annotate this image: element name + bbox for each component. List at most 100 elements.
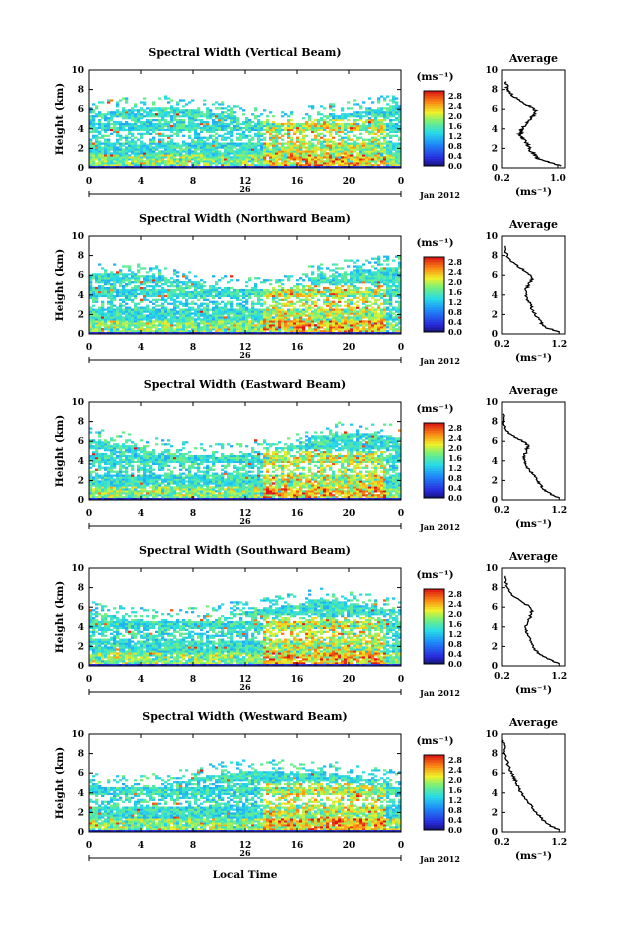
heatmap-cell [248,119,252,122]
heatmap-cell [203,281,207,284]
heatmap-cell [335,294,339,298]
heatmap-cell [368,160,372,163]
heatmap-cell [89,120,93,124]
heatmap-cell [362,138,366,141]
heatmap-cell [116,105,120,108]
heatmap-cell [107,99,111,102]
heatmap-cell [122,265,126,268]
heatmap-cell [104,279,108,282]
heatmap-cell [179,285,183,288]
heatmap-cell [338,119,342,122]
heatmap-cell [179,316,183,319]
heatmap-cell [146,146,150,149]
heatmap-cell [287,294,291,298]
heatmap-cell [266,310,270,313]
heatmap-cell [158,269,162,272]
heatmap-cell [350,300,354,303]
heatmap-cell [284,148,288,151]
heatmap-cell [242,296,246,300]
heatmap-cell [104,160,108,163]
heatmap-cell [272,328,276,331]
heatmap-cell [137,318,141,321]
heatmap-cell [161,107,165,110]
heatmap-cell [140,107,144,110]
heatmap-cell [251,162,255,165]
heatmap-cell [164,164,168,167]
heatmap-cell [218,314,222,317]
heatmap-cell [269,332,273,334]
heatmap-cell [311,271,315,274]
heatmap-cell [260,162,264,165]
heatmap-cell [233,166,237,168]
heatmap-cell [317,164,321,167]
heatmap-cell [314,126,318,130]
heatmap-cell [350,128,354,132]
heatmap-cell [233,120,237,124]
heatmap-cell [119,120,123,124]
heatmap-cell [386,142,390,145]
heatmap-cell [137,308,141,311]
heatmap-cell [113,288,117,292]
heatmap-cell [128,126,132,130]
heatmap-cell [272,294,276,298]
heatmap-cell [176,318,180,321]
heatmap-cell [122,166,126,168]
heatmap-cell [221,326,225,329]
heatmap-cell [275,166,279,168]
heatmap-cell [89,158,93,161]
heatmap-cell [146,285,150,288]
heatmap-cell [329,302,333,305]
heatmap-cell [302,330,306,333]
heatmap-cell [305,292,309,296]
heatmap-cell [374,136,378,139]
heatmap-cell [347,286,351,290]
heatmap-cell [155,142,159,145]
heatmap-cell [365,154,369,157]
heatmap-cell [110,273,114,276]
heatmap-cell [206,162,210,165]
heatmap-cell [104,117,108,120]
heatmap-cell [293,306,297,309]
heatmap-cell [326,294,330,298]
heatmap-cell [347,138,351,141]
heatmap-cell [398,105,402,108]
heatmap-cell [98,126,102,130]
heatmap-cell [215,115,219,118]
heatmap-cell [173,330,177,333]
heatmap-cell [314,320,318,323]
panel-title: Spectral Width (Vertical Beam) [148,46,341,59]
heatmap-cell [89,144,93,147]
heatmap-cell [122,107,126,110]
heatmap-cell [293,328,297,331]
heatmap-cell [392,158,396,161]
heatmap-cell [179,310,183,313]
heatmap-cell [206,328,210,331]
heatmap-cell [179,119,183,122]
heatmap-cell [308,142,312,145]
heatmap-cell [206,109,210,112]
heatmap-cell [254,316,258,319]
heatmap-cell [236,316,240,319]
heatmap-cell [119,122,123,126]
colorbar-tick-label: 2.8 [448,91,462,101]
heatmap-cell [257,130,261,134]
heatmap-cell [272,120,276,124]
heatmap-cell [254,122,258,126]
heatmap-cell [236,302,240,305]
heatmap-cell [128,320,132,323]
heatmap-cell [131,152,135,155]
heatmap-cell [95,300,99,303]
heatmap-cell [89,166,93,168]
heatmap-cell [215,120,219,124]
heatmap-cell [206,164,210,167]
heatmap-cell [194,124,198,128]
heatmap-cell [230,320,234,323]
heatmap-cell [266,154,270,157]
heatmap-cell [326,115,330,118]
heatmap-cell [308,306,312,309]
heatmap-cell [203,332,207,334]
heatmap-cell [242,162,246,165]
heatmap-cell [155,290,159,294]
heatmap-cell [314,152,318,155]
heatmap-cell [107,277,111,280]
